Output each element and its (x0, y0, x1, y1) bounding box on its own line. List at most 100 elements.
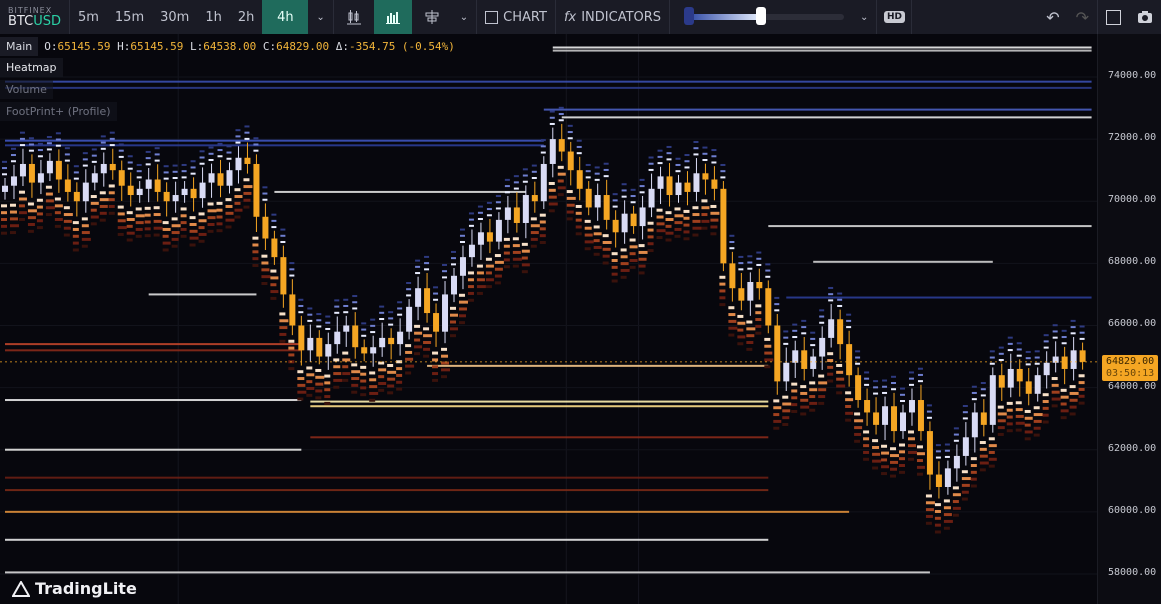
candles-icon[interactable] (334, 0, 374, 34)
footprint-block (37, 142, 43, 145)
footprint-block (1024, 423, 1031, 427)
price-axis[interactable]: 74000.00 72000.00 70000.00 68000.00 66000.00… (1097, 34, 1161, 604)
footprint-block (1033, 406, 1040, 410)
footprint-block (908, 383, 914, 386)
footprint-block (297, 397, 304, 401)
panel-label-footprint[interactable]: FootPrint+ (Profile) (0, 102, 117, 121)
footprint-block (10, 147, 16, 150)
footprint-block (720, 170, 726, 173)
footprint-block (270, 290, 279, 294)
footprint-block (458, 307, 467, 311)
chart-button[interactable]: CHART (477, 0, 555, 34)
footprint-block (827, 372, 834, 376)
footprint-block (153, 213, 161, 217)
price-tick: 70000.00 (1108, 194, 1157, 206)
camera-icon[interactable] (1129, 0, 1161, 34)
candle-up (2, 185, 8, 192)
undo-icon[interactable]: ↶ (1046, 7, 1060, 27)
slider-handle-min[interactable] (684, 7, 695, 25)
footprint-block (801, 326, 807, 329)
footprint-block (701, 206, 710, 210)
footprint-block (18, 211, 27, 215)
footprint-block (468, 224, 474, 227)
redo-icon[interactable]: ↷ (1075, 7, 1089, 27)
timeframe-5m[interactable]: 5m (77, 9, 99, 25)
footprint-block (503, 265, 510, 269)
timeframe-15m[interactable]: 15m (114, 9, 145, 25)
footprint-block (602, 247, 611, 251)
slider-dropdown-chevron-icon[interactable]: ⌄ (860, 11, 869, 23)
footprint-block (872, 445, 880, 449)
footprint-block (433, 298, 439, 301)
symbol-selector[interactable]: BITFINEX BTCUSD (0, 6, 69, 28)
footprint-block (925, 521, 932, 525)
heatmap-level (5, 349, 302, 352)
crosshair-globe-icon[interactable] (412, 0, 452, 34)
footprint-block (944, 455, 950, 458)
footprint-block (746, 341, 754, 345)
footprint-block (226, 151, 232, 154)
footprint-block (988, 457, 997, 461)
timeframe-1h[interactable]: 1h (205, 9, 222, 25)
footprint-block (512, 250, 521, 254)
heatmap-level (5, 144, 544, 147)
footprint-block (1024, 416, 1033, 420)
footprint-block (684, 160, 690, 163)
footprint-block (118, 143, 124, 146)
footprint-block (549, 122, 555, 125)
candle-down (55, 160, 62, 180)
footprint-block (306, 386, 315, 390)
footprint-block (369, 398, 376, 402)
footprint-block (585, 176, 591, 179)
footprint-block (557, 193, 564, 197)
chart-canvas[interactable] (0, 34, 1161, 604)
footprint-block (154, 147, 160, 150)
panel-label-main[interactable]: Main (0, 36, 39, 56)
footprint-block (916, 452, 925, 456)
panel-label-volume[interactable]: Volume (0, 80, 53, 99)
footprint-block (387, 370, 397, 374)
heatmap-intensity-slider[interactable] (676, 0, 846, 34)
footprint-block (576, 145, 582, 148)
footprint-block (243, 191, 252, 195)
footprint-block (361, 328, 367, 331)
candle-up (962, 437, 969, 456)
footprint-block (774, 309, 780, 312)
footprint-block (261, 254, 268, 258)
footprint-block (306, 373, 315, 377)
footprint-block (198, 226, 205, 230)
footprint-block (45, 213, 52, 217)
candle-up (549, 139, 556, 164)
footprint-block (244, 131, 250, 134)
panel-label-heatmap[interactable]: Heatmap (0, 58, 63, 77)
footprint-block (747, 255, 753, 258)
footprint-block (270, 296, 277, 300)
footprint-block (827, 352, 834, 356)
footprint-block (180, 221, 187, 225)
slider-handle-max[interactable] (756, 7, 767, 25)
footprint-block (961, 470, 968, 474)
footprint-block (702, 146, 708, 149)
timeframe-dropdown-chevron-icon[interactable]: ⌄ (316, 11, 325, 23)
candle-up (100, 163, 107, 174)
layout-square-icon[interactable] (1098, 0, 1129, 34)
footprint-block (476, 285, 486, 289)
footprint-block (620, 255, 628, 259)
footprint-block (63, 219, 72, 223)
footprint-block (666, 158, 672, 161)
footprint-block (683, 209, 690, 213)
tools-dropdown-chevron-icon[interactable]: ⌄ (459, 11, 469, 23)
footprint-block (512, 237, 519, 241)
footprint-block (1006, 429, 1013, 433)
indicators-button[interactable]: fx INDICATORS (556, 0, 669, 34)
footprint-block (378, 361, 385, 365)
timeframe-2h[interactable]: 2h (237, 9, 255, 25)
hd-toggle[interactable]: HD (877, 0, 911, 34)
timeframe-4h[interactable]: 4h (262, 0, 309, 34)
footprint-block (971, 391, 977, 394)
footprint-block (324, 381, 331, 385)
timeframe-30m[interactable]: 30m (160, 9, 190, 25)
footprint-block (953, 427, 959, 430)
footprint-block (216, 201, 223, 205)
volume-bars-icon[interactable] (373, 0, 412, 34)
